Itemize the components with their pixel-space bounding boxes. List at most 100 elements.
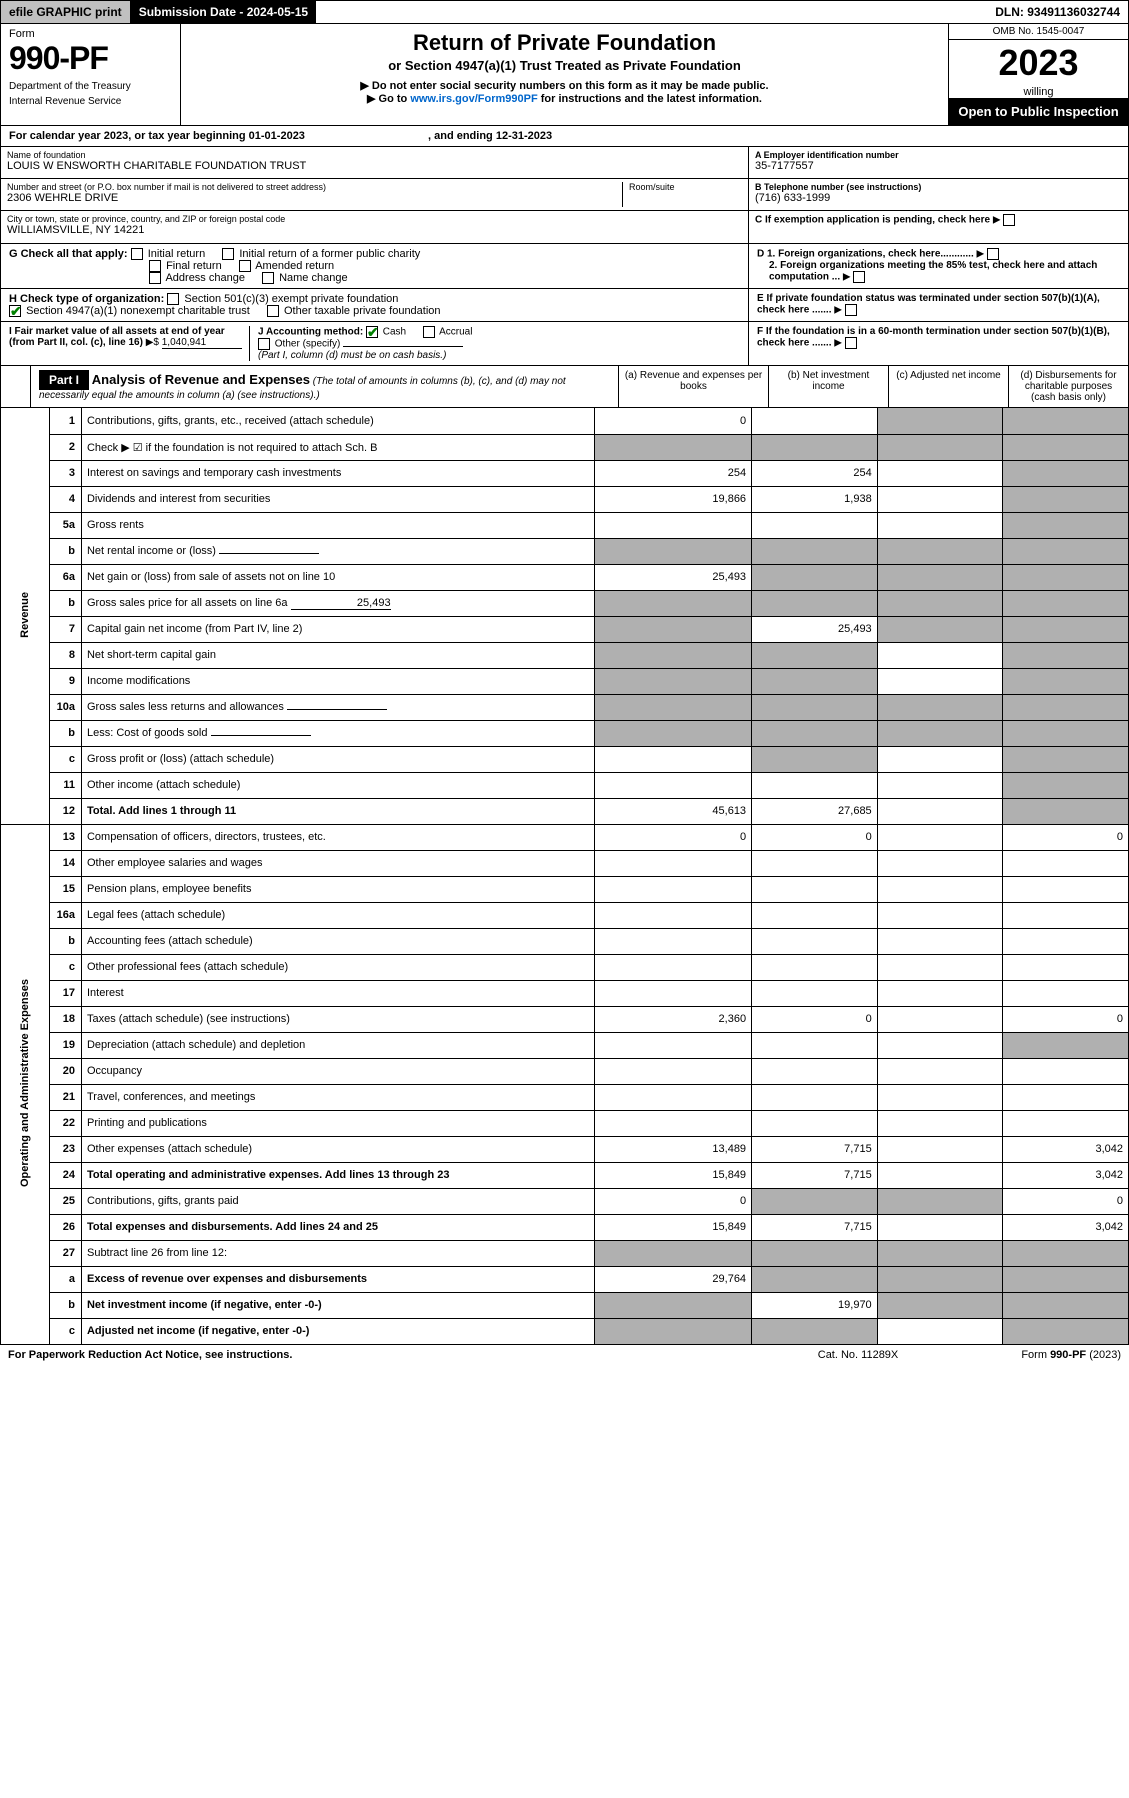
col-b-cell: 27,685	[752, 798, 878, 824]
g-initial-former-checkbox[interactable]	[222, 248, 234, 260]
efile-button[interactable]: efile GRAPHIC print	[1, 1, 131, 23]
col-d-cell	[1003, 928, 1129, 954]
col-d-cell	[1003, 902, 1129, 928]
table-row: 6aNet gain or (loss) from sale of assets…	[1, 564, 1129, 590]
table-row: 4Dividends and interest from securities1…	[1, 486, 1129, 512]
col-c-cell	[877, 772, 1003, 798]
col-b-cell: 0	[752, 824, 878, 850]
g-address-checkbox[interactable]	[149, 272, 161, 284]
col-c-cell	[877, 564, 1003, 590]
h-left: H Check type of organization: Section 50…	[1, 289, 748, 321]
col-d-cell	[1003, 512, 1129, 538]
h-501-checkbox[interactable]	[167, 293, 179, 305]
e-checkbox[interactable]	[845, 304, 857, 316]
d1-checkbox[interactable]	[987, 248, 999, 260]
col-d-cell	[1003, 486, 1129, 512]
j-cash-checkbox[interactable]	[366, 326, 378, 338]
col-b-cell	[752, 538, 878, 564]
col-c-cell	[877, 798, 1003, 824]
col-d-cell	[1003, 694, 1129, 720]
j-accrual-checkbox[interactable]	[423, 326, 435, 338]
col-b-cell	[752, 902, 878, 928]
g-initial-checkbox[interactable]	[131, 248, 143, 260]
h-other: Other taxable private foundation	[284, 305, 441, 317]
col-d-cell	[1003, 772, 1129, 798]
table-row: bGross sales price for all assets on lin…	[1, 590, 1129, 616]
info-left: Name of foundation LOUIS W ENSWORTH CHAR…	[1, 147, 748, 243]
address: 2306 WEHRLE DRIVE	[7, 192, 622, 204]
e-label: E If private foundation status was termi…	[757, 293, 1100, 316]
phone-cell: B Telephone number (see instructions) (7…	[749, 179, 1128, 211]
footer-cat: Cat. No. 11289X	[818, 1349, 899, 1361]
col-b-cell: 7,715	[752, 1214, 878, 1240]
line-number: 10a	[50, 694, 82, 720]
j-other-input[interactable]	[343, 346, 463, 347]
col-d-cell	[1003, 850, 1129, 876]
ij-left: I Fair market value of all assets at end…	[1, 322, 748, 365]
h-501: Section 501(c)(3) exempt private foundat…	[184, 293, 398, 305]
line-description: Check ▶ ☑ if the foundation is not requi…	[81, 434, 594, 460]
f-label: F If the foundation is in a 60-month ter…	[757, 326, 1110, 349]
form-number: 990-PF	[9, 40, 172, 77]
g-amended-checkbox[interactable]	[239, 260, 251, 272]
table-row: 14Other employee salaries and wages	[1, 850, 1129, 876]
col-d-cell	[1003, 616, 1129, 642]
col-a-cell	[595, 850, 752, 876]
phone-label: B Telephone number (see instructions)	[755, 182, 921, 192]
col-c-cell	[877, 1292, 1003, 1318]
line-number: 14	[50, 850, 82, 876]
table-row: 22Printing and publications	[1, 1110, 1129, 1136]
h-row: H Check type of organization: Section 50…	[0, 289, 1129, 322]
cal-begin: 01-01-2023	[249, 130, 305, 142]
cal-end: 12-31-2023	[496, 130, 552, 142]
col-b-cell: 7,715	[752, 1136, 878, 1162]
table-row: 7Capital gain net income (from Part IV, …	[1, 616, 1129, 642]
line-number: 4	[50, 486, 82, 512]
line-number: b	[50, 590, 82, 616]
col-a-cell	[595, 980, 752, 1006]
line-number: 2	[50, 434, 82, 460]
h-other-checkbox[interactable]	[267, 305, 279, 317]
line-description: Net investment income (if negative, ente…	[81, 1292, 594, 1318]
col-b-cell	[752, 1032, 878, 1058]
col-b-cell	[752, 772, 878, 798]
table-row: 19Depreciation (attach schedule) and dep…	[1, 1032, 1129, 1058]
col-c-cell	[877, 1084, 1003, 1110]
c-checkbox[interactable]	[1003, 214, 1015, 226]
irs-link[interactable]: www.irs.gov/Form990PF	[410, 93, 537, 105]
table-row: 18Taxes (attach schedule) (see instructi…	[1, 1006, 1129, 1032]
col-a-cell: 0	[595, 1188, 752, 1214]
g-name-checkbox[interactable]	[262, 272, 274, 284]
col-a-cell: 45,613	[595, 798, 752, 824]
g-final-checkbox[interactable]	[149, 260, 161, 272]
col-a-cell	[595, 538, 752, 564]
dln: DLN: 93491136032744	[987, 1, 1128, 23]
col-c-cell	[877, 668, 1003, 694]
table-row: 15Pension plans, employee benefits	[1, 876, 1129, 902]
f-checkbox[interactable]	[845, 337, 857, 349]
line-number: a	[50, 1266, 82, 1292]
d2-checkbox[interactable]	[853, 271, 865, 283]
city-cell: City or town, state or province, country…	[1, 211, 748, 243]
line-number: 6a	[50, 564, 82, 590]
topbar: efile GRAPHIC print Submission Date - 20…	[0, 0, 1129, 24]
j-other-checkbox[interactable]	[258, 338, 270, 350]
col-d-cell	[1003, 876, 1129, 902]
col-b-cell	[752, 1240, 878, 1266]
line-number: b	[50, 538, 82, 564]
h-4947-checkbox[interactable]	[9, 305, 21, 317]
line-description: Total. Add lines 1 through 11	[81, 798, 594, 824]
cal-pre: For calendar year 2023, or tax year begi…	[9, 130, 249, 142]
line-number: c	[50, 954, 82, 980]
col-c-cell	[877, 1214, 1003, 1240]
line-description: Net short-term capital gain	[81, 642, 594, 668]
line-description: Net gain or (loss) from sale of assets n…	[81, 564, 594, 590]
col-b-cell	[752, 876, 878, 902]
col-b-cell	[752, 850, 878, 876]
part1-label: Part I	[39, 370, 89, 390]
line-description: Contributions, gifts, grants paid	[81, 1188, 594, 1214]
col-d-header: (d) Disbursements for charitable purpose…	[1008, 366, 1128, 407]
col-c-cell	[877, 876, 1003, 902]
part1-title: Analysis of Revenue and Expenses	[92, 372, 310, 387]
footer-right-group: Cat. No. 11289X Form 990-PF (2023)	[818, 1349, 1121, 1361]
